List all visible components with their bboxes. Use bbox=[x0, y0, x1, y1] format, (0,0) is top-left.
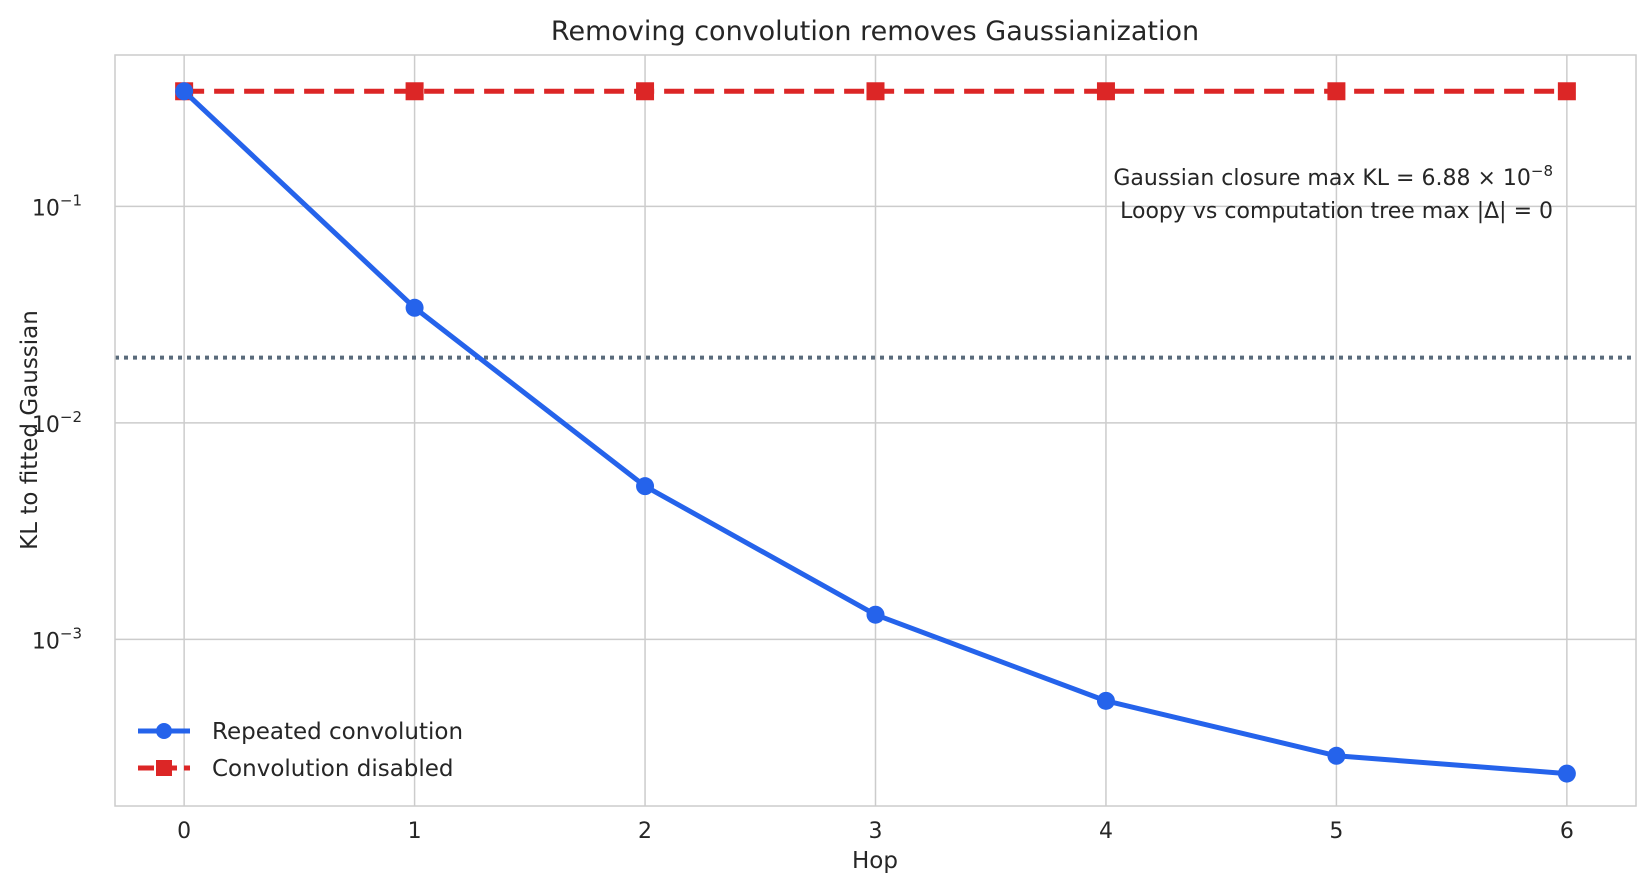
y-tick-label: 10−3 bbox=[32, 624, 82, 654]
legend-item-repeated-convolution: Repeated convolution bbox=[138, 719, 463, 745]
annotation-loopy-vs-tree: Loopy vs computation tree max |Δ| = 0 bbox=[1120, 199, 1553, 224]
y-axis-title: KL to fitted Gaussian bbox=[17, 310, 43, 550]
data-point bbox=[1327, 746, 1346, 765]
series-layer bbox=[175, 82, 1576, 783]
grid bbox=[115, 55, 1636, 806]
legend-item-convolution-disabled: Convolution disabled bbox=[138, 756, 454, 782]
data-point bbox=[636, 477, 655, 496]
x-axis-title: Hop bbox=[852, 848, 898, 874]
x-tick-labels: 0 1 2 3 4 5 6 bbox=[177, 819, 1574, 844]
legend-label: Repeated convolution bbox=[212, 719, 463, 745]
chart-title: Removing convolution removes Gaussianiza… bbox=[551, 16, 1199, 47]
legend-marker-square-icon bbox=[156, 760, 172, 776]
x-tick-label: 2 bbox=[638, 819, 652, 844]
legend-marker-circle-icon bbox=[156, 723, 172, 739]
series-repeated-convolution bbox=[175, 82, 1576, 783]
x-tick-label: 3 bbox=[869, 819, 883, 844]
data-point bbox=[866, 605, 885, 624]
plot-frame bbox=[114, 54, 1637, 807]
y-tick-label: 10−1 bbox=[32, 191, 82, 221]
x-tick-label: 0 bbox=[177, 819, 191, 844]
x-tick-label: 1 bbox=[408, 819, 422, 844]
data-point bbox=[1557, 764, 1576, 783]
x-tick-label: 6 bbox=[1560, 819, 1574, 844]
annotation-gaussian-closure: Gaussian closure max KL = 6.88 × 10−8 bbox=[1113, 162, 1553, 191]
data-point bbox=[405, 82, 424, 101]
y-tick-labels: 10−1 10−2 10−3 bbox=[32, 191, 82, 654]
legend-label: Convolution disabled bbox=[212, 756, 454, 782]
data-point bbox=[1096, 691, 1115, 710]
data-point bbox=[1557, 82, 1576, 101]
data-point bbox=[636, 82, 655, 101]
data-point bbox=[1096, 82, 1115, 101]
x-tick-label: 4 bbox=[1099, 819, 1113, 844]
y-tick-label: 10−2 bbox=[32, 408, 82, 438]
series-convolution-disabled bbox=[175, 82, 1576, 101]
data-point bbox=[175, 82, 194, 101]
legend: Repeated convolution Convolution disable… bbox=[138, 719, 463, 782]
data-point bbox=[405, 298, 424, 317]
data-point bbox=[866, 82, 885, 101]
data-point bbox=[1327, 82, 1346, 101]
x-tick-label: 5 bbox=[1329, 819, 1343, 844]
